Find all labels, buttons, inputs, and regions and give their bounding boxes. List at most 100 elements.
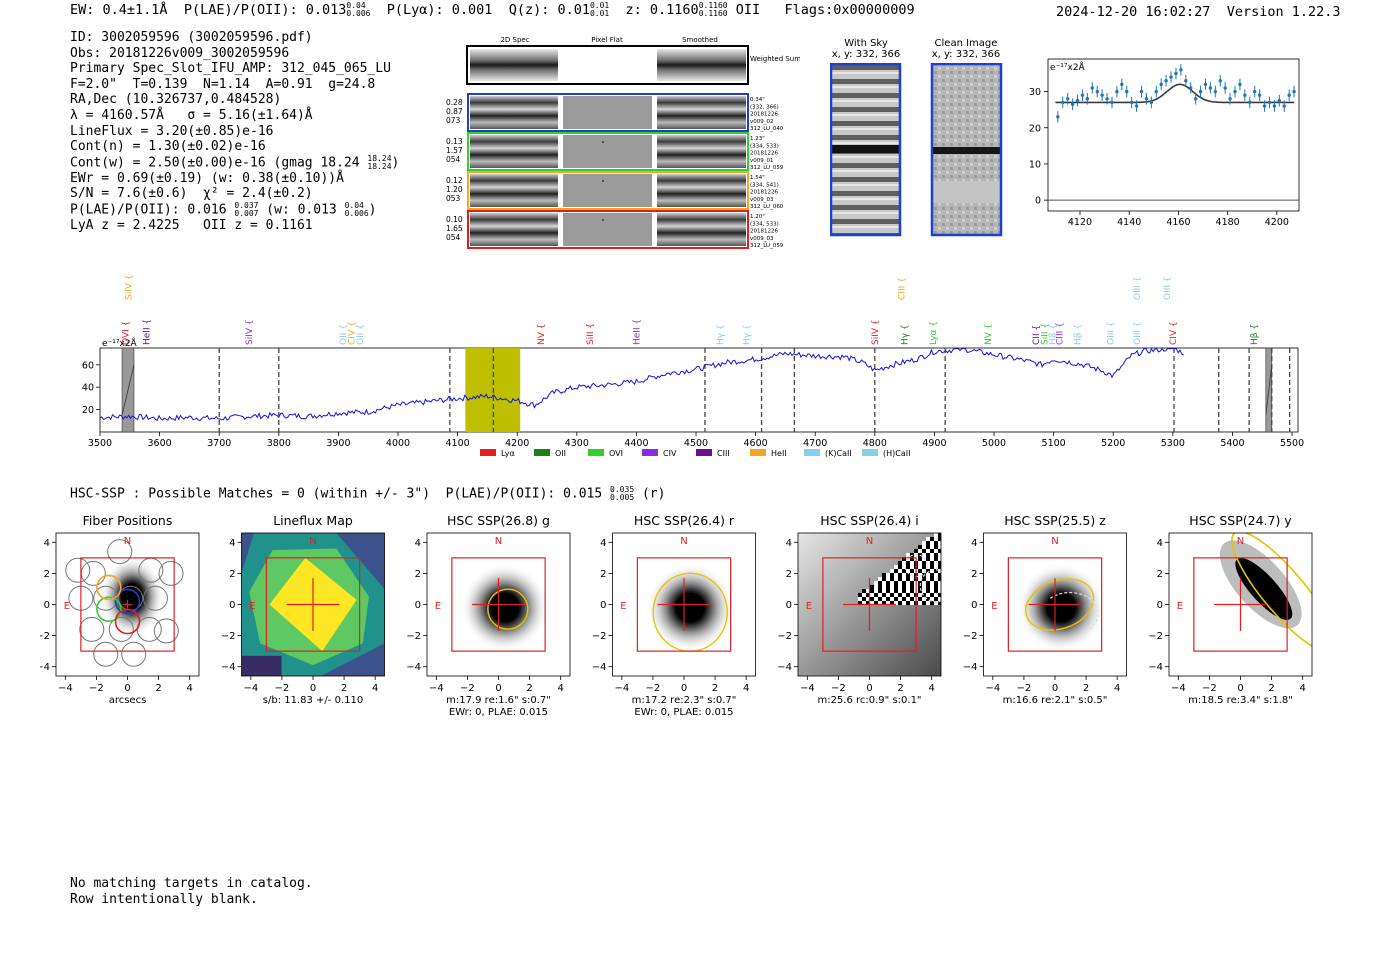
i-band-noise xyxy=(926,569,930,573)
spec2d-row-meta: v009_02 xyxy=(750,119,774,125)
line-fit-point xyxy=(1248,100,1252,105)
info-id: ID: 3002059596 (3002059596.pdf) xyxy=(70,30,313,45)
i-band-noise xyxy=(894,589,898,593)
line-fit-point xyxy=(1253,89,1257,94)
cutout-ytick-label: 0 xyxy=(1157,600,1163,611)
smoothed-cell xyxy=(657,213,746,246)
line-fit-point xyxy=(1213,89,1218,94)
i-band-noise xyxy=(930,593,934,597)
cutout-ytick-label: −4 xyxy=(40,662,50,673)
spec2d-row-meta: 312_LU_059 xyxy=(750,165,784,171)
i-band-noise xyxy=(938,533,941,537)
spectrum-line-label: Hγ { xyxy=(901,324,911,345)
spec2d-row-stat: 0.13 xyxy=(446,137,463,146)
i-band-noise xyxy=(874,581,878,585)
i-band-noise xyxy=(890,573,894,577)
i-band-noise xyxy=(874,593,878,597)
search-box xyxy=(1007,557,1103,652)
i-band-noise xyxy=(898,589,902,593)
timestamp-version: 2024-12-20 16:02:27 Version 1.22.3 xyxy=(1056,4,1341,20)
cutout-xtick-label: −2 xyxy=(460,683,475,694)
line-fit-point xyxy=(1233,89,1237,94)
spectrum-legend-label: OVI xyxy=(609,449,623,458)
i-band-noise xyxy=(926,565,930,569)
cutout-caption: EWr: 0, PLAE: 0.015 xyxy=(449,707,548,718)
i-band-noise xyxy=(926,541,930,545)
cutout-xtick-label: 4 xyxy=(928,683,934,694)
line-fit-point xyxy=(1174,71,1178,76)
spectrum-line-label: Lyα { xyxy=(929,321,939,345)
spec2d-row-meta: 312_LU_040 xyxy=(750,126,784,132)
i-band-noise xyxy=(878,601,882,605)
pixel-flat-dot xyxy=(602,141,604,143)
i-band-noise xyxy=(878,577,882,581)
line-fit-point xyxy=(1159,82,1163,87)
i-band-noise xyxy=(898,565,902,569)
cutout-ytick-label: 0 xyxy=(229,600,235,611)
i-band-noise xyxy=(866,589,870,593)
cutout-caption: arcsecs xyxy=(109,695,147,706)
line-fit-ytick-label: 20 xyxy=(1029,123,1041,134)
cutout-ytick-label: 2 xyxy=(1157,569,1163,580)
i-band-noise xyxy=(926,577,930,581)
spectrum-line-label: SiIV { xyxy=(245,319,255,345)
i-band-noise xyxy=(910,557,914,561)
cutout-xtick-label: −4 xyxy=(58,683,73,694)
i-band-noise xyxy=(938,573,941,577)
i-band-noise xyxy=(870,589,874,593)
line-fit-point xyxy=(1105,97,1109,101)
i-band-noise xyxy=(898,585,902,589)
line-fit-point xyxy=(1056,115,1060,119)
info-params: F=2.0" T=0.139 N=1.14 A=0.91 g=24.8 xyxy=(70,76,376,92)
spectrum-ytick-label: 60 xyxy=(82,360,94,371)
spectrum-line-label: CII { xyxy=(1032,325,1042,345)
spec2d-row-meta: (332, 366) xyxy=(750,104,779,110)
qz-value: 0.01 xyxy=(557,2,590,18)
i-band-noise xyxy=(882,593,886,597)
i-band-noise xyxy=(910,581,914,585)
fiber-circle xyxy=(93,641,119,667)
spec2d-row-meta: 1.20" xyxy=(750,214,765,220)
i-band-noise xyxy=(906,553,910,557)
i-band-noise xyxy=(894,577,898,581)
spectrum-xtick-label: 4200 xyxy=(505,438,529,449)
i-band-noise xyxy=(890,593,894,597)
i-band-noise xyxy=(938,577,941,581)
cutout-xtick-label: −2 xyxy=(646,683,661,694)
spectrum-line-label: SiIV { xyxy=(871,319,881,345)
full-spectrum-chart: e⁻¹⁷x2Å 3500 3600 3700 3800 3900 4000 4100 4200 4… xyxy=(82,274,1304,458)
i-band-noise xyxy=(926,585,930,589)
east-label: E xyxy=(991,601,997,612)
ew-value: EW: 0.4±1.1Å xyxy=(70,2,168,18)
spec2d-row-frame xyxy=(467,210,749,249)
fiber-circle xyxy=(108,616,134,642)
i-band-noise xyxy=(898,577,902,581)
spectrum-line-label: SiII { xyxy=(1041,323,1051,345)
cutout-xtick-label: 2 xyxy=(1083,683,1089,694)
fiber-circle xyxy=(158,560,184,586)
spectrum-line-label: OIII { xyxy=(1106,321,1116,345)
i-band-noise xyxy=(874,589,878,593)
i-band-noise xyxy=(930,573,934,577)
fiber-circle xyxy=(93,585,119,611)
cutout-caption: m:25.6 rc:0.9" s:0.1" xyxy=(817,695,921,706)
line-fit-ytick-label: 10 xyxy=(1029,159,1041,170)
i-band-noise xyxy=(922,601,926,605)
cutout-xtick-label: 4 xyxy=(372,683,378,694)
plae-value: 0.013 xyxy=(305,2,347,18)
i-band-noise xyxy=(882,589,886,593)
qz-lo: 0.01 xyxy=(589,9,610,18)
cutout-xtick-label: 0 xyxy=(495,683,501,694)
spectrum-xtick-label: 3500 xyxy=(88,438,112,449)
east-label: E xyxy=(249,601,255,612)
cutout-ytick-label: −2 xyxy=(221,631,236,642)
i-band-noise xyxy=(938,593,941,597)
i-band-noise xyxy=(866,597,870,601)
cutout-ytick-label: −4 xyxy=(592,662,607,673)
summary-header: EW: 0.4±1.1Å P(LAE)/P(OII): 0.0130.04 0.0… xyxy=(70,2,915,19)
spec2d-row-meta: v009_01 xyxy=(750,158,774,164)
line-fit-point xyxy=(1154,89,1158,94)
i-band-noise xyxy=(890,589,894,593)
i-band-noise xyxy=(902,601,906,605)
spec2d-row-meta: (334, 533) xyxy=(750,143,779,149)
